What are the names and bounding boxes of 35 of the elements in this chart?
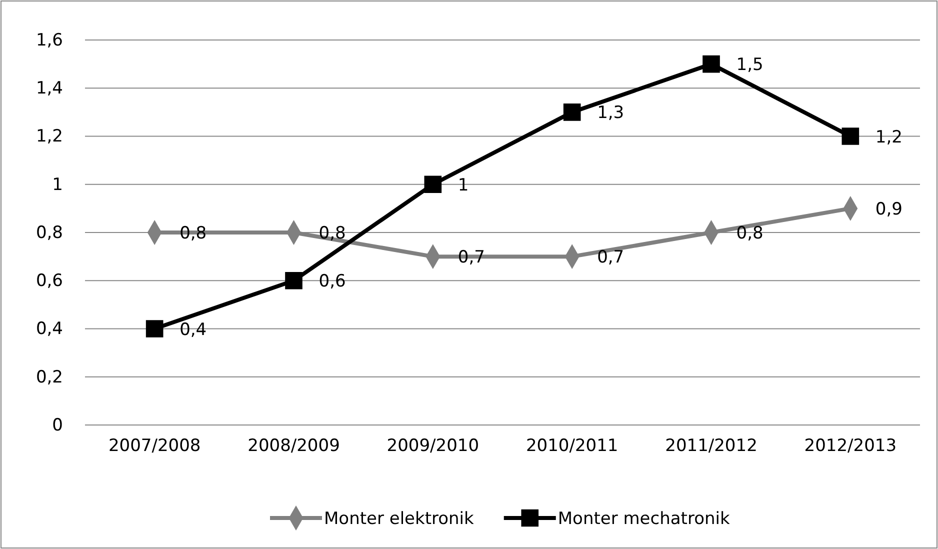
legend-label: Monter elektronik <box>324 509 474 529</box>
y-tick-label: 0,8 <box>36 222 63 243</box>
data-label: 0,7 <box>597 248 624 268</box>
point <box>424 176 442 194</box>
data-label: 0,7 <box>458 248 485 268</box>
data-label: 0,6 <box>318 272 346 292</box>
y-tick-label: 1,2 <box>36 126 63 147</box>
y-tick-label: 0,4 <box>36 319 63 340</box>
x-tick-label: 2011/2012 <box>665 436 758 456</box>
data-label: 1 <box>458 175 469 196</box>
y-tick-label: 0 <box>52 415 63 436</box>
x-tick-label: 2012/2013 <box>804 436 897 456</box>
point <box>842 128 860 145</box>
data-label: 0,8 <box>318 224 346 244</box>
y-tick-label: 0,6 <box>36 271 63 292</box>
data-label: 0,9 <box>875 199 902 220</box>
y-tick-label: 0,2 <box>36 367 63 388</box>
y-tick-label: 1 <box>52 174 63 195</box>
data-label: 1,2 <box>875 127 902 148</box>
data-label: 0,8 <box>180 224 207 244</box>
data-label: 0,4 <box>180 320 207 340</box>
x-tick-label: 2007/2008 <box>108 436 201 456</box>
data-label: 0,8 <box>736 224 764 244</box>
x-tick-label: 2010/2011 <box>526 436 618 456</box>
legend-label: Monter mechatronik <box>558 509 730 529</box>
point <box>702 55 720 73</box>
point <box>563 104 581 121</box>
x-tick-label: 2008/2009 <box>248 436 340 456</box>
data-label: 1,3 <box>597 103 624 124</box>
data-label: 1,5 <box>736 55 764 76</box>
y-tick-label: 1,4 <box>36 78 63 99</box>
point <box>146 320 164 338</box>
x-tick-label: 2009/2010 <box>386 436 480 456</box>
y-tick-label: 1,6 <box>36 30 63 50</box>
point <box>285 272 302 290</box>
